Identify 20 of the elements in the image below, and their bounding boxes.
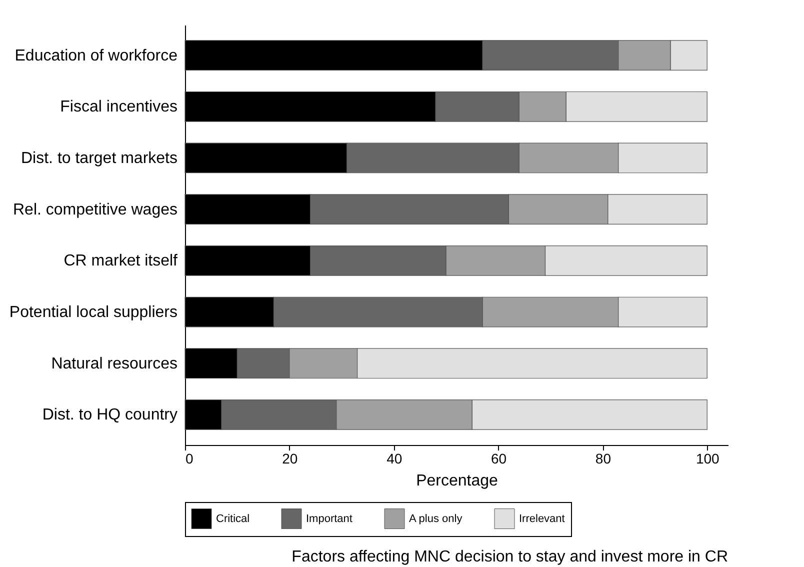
y-tick-label: Fiscal incentives — [60, 98, 178, 116]
x-tick-label: 60 — [490, 450, 507, 466]
x-tick-label: 20 — [282, 450, 298, 466]
y-tick-label: Dist. to target markets — [21, 150, 178, 167]
y-tick-label: Dist. to HQ country — [42, 406, 178, 424]
y-tick-label: Natural resources — [51, 355, 178, 372]
x-tick-label: 80 — [595, 450, 612, 466]
y-tick-label: CR market itself — [64, 252, 178, 270]
x-tick-label: 100 — [696, 450, 720, 466]
x-tick-label: 40 — [386, 450, 402, 466]
legend-label: A plus only — [409, 512, 463, 525]
x-tick-label: 0 — [186, 450, 194, 466]
y-tick-label: Education of workforce — [14, 47, 178, 64]
y-tick-label: Rel. competitive wages — [12, 201, 178, 218]
y-tick-label: Potential local suppliers — [9, 304, 178, 322]
text: Factors affecting MNC decision to stay and invest more in CR — [292, 548, 728, 566]
x-axis-title: Percentage — [416, 472, 498, 490]
legend-label: Important — [306, 512, 352, 525]
legend-label: Irrelevant — [519, 512, 565, 525]
legend-label: Critical — [216, 512, 250, 525]
